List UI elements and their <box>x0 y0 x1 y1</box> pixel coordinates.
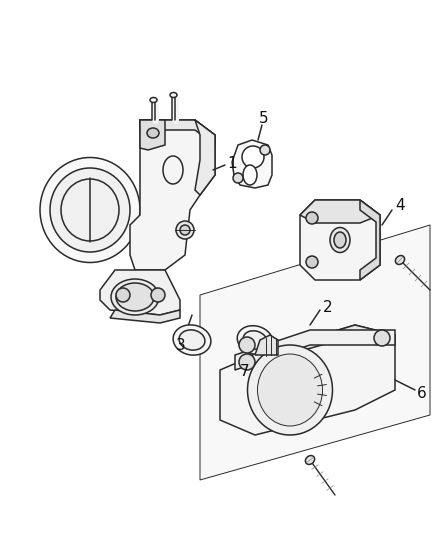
Polygon shape <box>194 120 215 195</box>
Circle shape <box>116 288 130 302</box>
Ellipse shape <box>173 325 210 355</box>
Polygon shape <box>254 335 277 355</box>
Circle shape <box>151 288 165 302</box>
Ellipse shape <box>305 456 314 464</box>
Ellipse shape <box>50 168 130 252</box>
Ellipse shape <box>333 232 345 248</box>
Text: 6: 6 <box>416 385 426 400</box>
Polygon shape <box>140 120 215 145</box>
Circle shape <box>259 145 269 155</box>
Polygon shape <box>200 225 429 480</box>
Ellipse shape <box>247 345 332 435</box>
Polygon shape <box>231 140 272 188</box>
Ellipse shape <box>176 221 194 239</box>
Ellipse shape <box>237 326 272 354</box>
Polygon shape <box>299 200 379 280</box>
Ellipse shape <box>329 228 349 253</box>
Text: 4: 4 <box>394 198 404 213</box>
Ellipse shape <box>257 354 322 426</box>
Circle shape <box>305 212 317 224</box>
Ellipse shape <box>111 279 159 315</box>
Circle shape <box>373 330 389 346</box>
Circle shape <box>238 337 254 353</box>
Ellipse shape <box>180 225 190 235</box>
Polygon shape <box>359 200 379 280</box>
Polygon shape <box>110 310 180 323</box>
Ellipse shape <box>40 157 140 262</box>
Ellipse shape <box>243 331 266 349</box>
Ellipse shape <box>116 283 154 311</box>
Ellipse shape <box>147 128 159 138</box>
Polygon shape <box>219 325 394 435</box>
Text: 3: 3 <box>176 337 185 352</box>
Polygon shape <box>299 200 379 223</box>
Ellipse shape <box>150 98 157 102</box>
Circle shape <box>233 173 243 183</box>
Text: 7: 7 <box>240 365 249 379</box>
Circle shape <box>238 354 254 370</box>
Ellipse shape <box>179 330 205 350</box>
Ellipse shape <box>395 255 404 264</box>
Polygon shape <box>234 330 394 370</box>
Circle shape <box>305 256 317 268</box>
Polygon shape <box>140 120 165 150</box>
Polygon shape <box>100 270 180 315</box>
Ellipse shape <box>241 146 263 168</box>
Polygon shape <box>249 325 394 365</box>
Text: 5: 5 <box>258 110 268 125</box>
Ellipse shape <box>170 93 177 98</box>
Text: 2: 2 <box>322 300 332 314</box>
Text: 1: 1 <box>227 156 236 171</box>
Polygon shape <box>130 120 215 270</box>
Ellipse shape <box>243 165 256 185</box>
